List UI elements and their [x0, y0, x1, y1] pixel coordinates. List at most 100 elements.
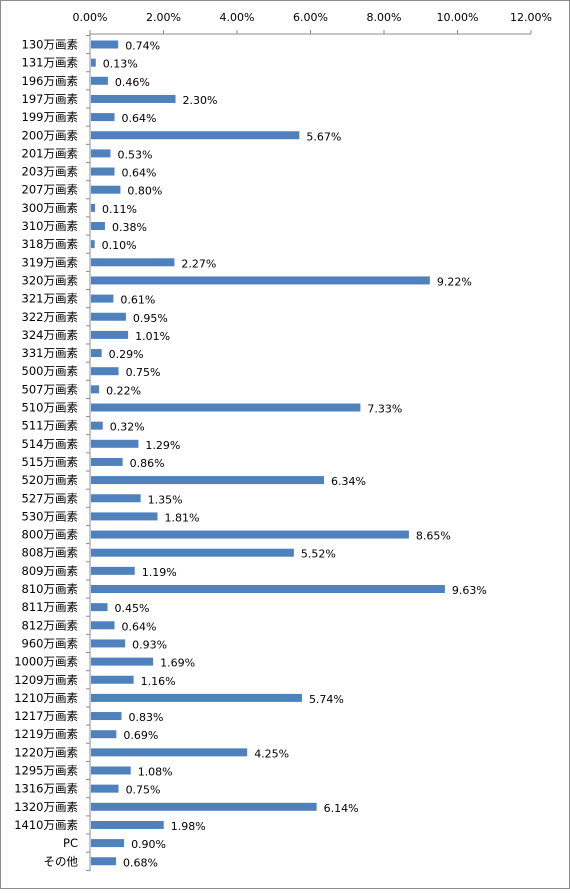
category-label: 960万画素 — [22, 636, 78, 650]
data-label: 0.80% — [127, 185, 162, 198]
bar — [91, 167, 115, 176]
category-label: 811万画素 — [22, 600, 78, 614]
x-tick-label: 6.00% — [293, 11, 328, 24]
category-label: 321万画素 — [22, 292, 78, 306]
category-label: 530万画素 — [22, 509, 78, 523]
x-tick-label: 2.00% — [146, 11, 181, 24]
category-label: 527万画素 — [22, 491, 78, 505]
data-label: 1.35% — [148, 493, 183, 506]
category-label: 515万画素 — [22, 455, 78, 469]
bar — [91, 94, 176, 103]
data-label: 0.75% — [126, 366, 161, 379]
category-label: 318万画素 — [22, 237, 78, 251]
category-label: 196万画素 — [22, 74, 78, 88]
bar — [91, 712, 122, 721]
category-label: 201万画素 — [22, 146, 78, 160]
bar — [91, 113, 115, 122]
data-label: 1.01% — [135, 330, 170, 343]
category-label: 1295万画素 — [14, 764, 78, 778]
x-tick-label: 0.00% — [73, 11, 108, 24]
data-label: 0.64% — [122, 620, 157, 633]
bar — [91, 312, 126, 321]
bar — [91, 657, 154, 666]
bar — [91, 131, 300, 140]
category-label: 1220万画素 — [14, 745, 78, 759]
category-label: 331万画素 — [22, 346, 78, 360]
category-label: 507万画素 — [22, 382, 78, 396]
data-label: 0.86% — [130, 457, 165, 470]
category-label: 808万画素 — [22, 546, 78, 560]
category-label: 1316万画素 — [14, 782, 78, 796]
data-label: 6.14% — [324, 802, 359, 815]
category-label: 322万画素 — [22, 310, 78, 324]
bar — [91, 730, 117, 739]
data-label: 1.98% — [171, 820, 206, 833]
bar — [91, 585, 445, 593]
x-tick-label: 4.00% — [220, 11, 255, 24]
data-label: 0.11% — [102, 203, 137, 216]
category-label: 810万画素 — [22, 582, 78, 596]
category-label: その他 — [44, 854, 79, 868]
data-label: 0.64% — [122, 167, 157, 180]
data-label: 1.19% — [142, 566, 177, 579]
data-label: 7.33% — [367, 403, 402, 416]
bar — [91, 403, 361, 412]
category-label: PC — [63, 836, 78, 850]
bar — [91, 76, 108, 85]
bar — [91, 766, 131, 775]
category-label: 520万画素 — [22, 473, 78, 487]
bar — [91, 476, 324, 485]
category-label: 200万画素 — [22, 128, 78, 142]
category-label: 1320万画素 — [14, 800, 78, 814]
data-label: 1.16% — [141, 675, 176, 688]
bar — [91, 748, 248, 757]
category-label: 320万画素 — [22, 273, 78, 287]
category-label: 203万画素 — [22, 165, 78, 179]
data-label: 0.46% — [115, 76, 150, 89]
bar — [91, 385, 100, 394]
data-label: 5.74% — [309, 693, 344, 706]
bar — [91, 367, 119, 376]
bar — [91, 294, 114, 303]
data-label: 0.10% — [102, 239, 137, 252]
category-label: 130万画素 — [22, 38, 78, 52]
category-label: 324万画素 — [22, 328, 78, 342]
bar — [91, 621, 115, 630]
bar — [91, 222, 105, 230]
category-label: 514万画素 — [22, 437, 78, 451]
x-tick-label: 10.00% — [437, 11, 479, 24]
bar — [91, 349, 102, 358]
category-label: 300万画素 — [22, 201, 78, 215]
bar — [91, 857, 116, 866]
data-label: 0.38% — [112, 221, 147, 234]
data-label: 0.45% — [115, 602, 150, 615]
data-label: 5.67% — [306, 130, 341, 143]
category-label: 1210万画素 — [14, 691, 78, 705]
bar — [91, 203, 96, 212]
bar — [91, 639, 126, 648]
bar-layer — [91, 40, 445, 866]
x-tick-label: 12.00% — [510, 11, 552, 24]
bar — [91, 693, 302, 702]
data-label: 0.75% — [126, 784, 161, 797]
data-label: 0.93% — [132, 638, 167, 651]
data-label: 0.22% — [106, 384, 141, 397]
data-label: 0.53% — [117, 148, 152, 161]
category-label: 1000万画素 — [14, 655, 78, 669]
category-label: 199万画素 — [22, 110, 78, 124]
data-label: 1.81% — [165, 511, 200, 524]
bar — [91, 839, 125, 848]
bar — [91, 421, 103, 430]
category-label: 319万画素 — [22, 255, 78, 269]
data-label: 0.74% — [125, 40, 160, 53]
bar — [91, 457, 123, 466]
label-layer: 130万画素 0.74% 131万画素 0.13% 196万画素 0.46% 197万画素 2… — [14, 38, 487, 870]
category-label: 500万画素 — [22, 364, 78, 378]
category-label: 1209万画素 — [14, 673, 78, 687]
axis-layer: 0.00% 2.00% 4.00% 6.00% 8.00% 10.00% 12.00% — [73, 11, 552, 872]
data-label: 9.63% — [452, 584, 487, 597]
category-label: 207万画素 — [22, 183, 78, 197]
bar — [91, 58, 96, 67]
bar — [91, 548, 294, 557]
